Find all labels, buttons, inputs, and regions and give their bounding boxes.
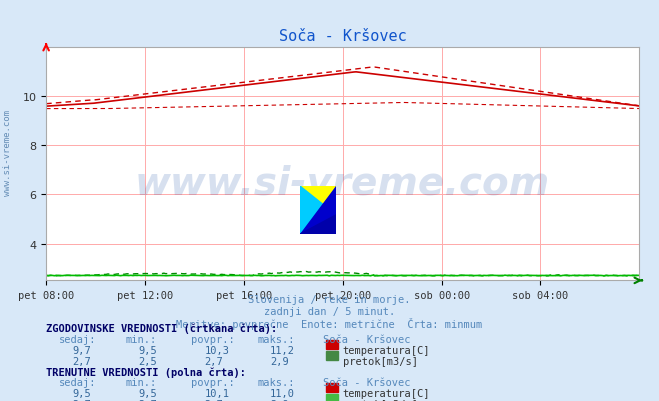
Text: 9,5: 9,5 (138, 388, 157, 398)
Text: 11,0: 11,0 (270, 388, 295, 398)
Text: sedaj:: sedaj: (59, 334, 97, 344)
Polygon shape (300, 186, 336, 235)
Text: Meritve: povprečne  Enote: metrične  Črta: minmum: Meritve: povprečne Enote: metrične Črta:… (177, 317, 482, 329)
Text: min.:: min.: (125, 334, 156, 344)
Text: 2,7: 2,7 (138, 399, 157, 401)
Text: 2,7: 2,7 (204, 399, 223, 401)
Text: sedaj:: sedaj: (59, 377, 97, 387)
Text: 11,2: 11,2 (270, 345, 295, 355)
Text: TRENUTNE VREDNOSTI (polna črta):: TRENUTNE VREDNOSTI (polna črta): (46, 366, 246, 377)
Text: 10,3: 10,3 (204, 345, 229, 355)
Text: povpr.:: povpr.: (191, 334, 235, 344)
Polygon shape (300, 186, 336, 235)
Text: 2,5: 2,5 (138, 356, 157, 366)
Text: zadnji dan / 5 minut.: zadnji dan / 5 minut. (264, 306, 395, 316)
Polygon shape (300, 186, 336, 215)
Text: 2,7: 2,7 (72, 356, 91, 366)
Text: temperatura[C]: temperatura[C] (343, 388, 430, 398)
Text: Slovenija / reke in morje.: Slovenija / reke in morje. (248, 295, 411, 305)
Text: min.:: min.: (125, 377, 156, 387)
Text: 9,5: 9,5 (72, 388, 91, 398)
Text: temperatura[C]: temperatura[C] (343, 345, 430, 355)
Text: 2,7: 2,7 (204, 356, 223, 366)
Text: povpr.:: povpr.: (191, 377, 235, 387)
Text: 10,1: 10,1 (204, 388, 229, 398)
Text: 9,5: 9,5 (138, 345, 157, 355)
Text: pretok[m3/s]: pretok[m3/s] (343, 399, 418, 401)
Text: ZGODOVINSKE VREDNOSTI (črtkana črta):: ZGODOVINSKE VREDNOSTI (črtkana črta): (46, 323, 277, 333)
Text: www.si-vreme.com: www.si-vreme.com (3, 109, 13, 195)
Text: maks.:: maks.: (257, 334, 295, 344)
Text: www.si-vreme.com: www.si-vreme.com (135, 164, 550, 202)
Text: 9,7: 9,7 (72, 345, 91, 355)
Title: Soča - Kršovec: Soča - Kršovec (279, 29, 407, 44)
Text: Soča - Kršovec: Soča - Kršovec (323, 334, 411, 344)
Text: 2,9: 2,9 (270, 399, 289, 401)
Text: maks.:: maks.: (257, 377, 295, 387)
Polygon shape (300, 215, 336, 235)
Text: 2,9: 2,9 (270, 356, 289, 366)
Text: Soča - Kršovec: Soča - Kršovec (323, 377, 411, 387)
Text: pretok[m3/s]: pretok[m3/s] (343, 356, 418, 366)
Text: 2,7: 2,7 (72, 399, 91, 401)
